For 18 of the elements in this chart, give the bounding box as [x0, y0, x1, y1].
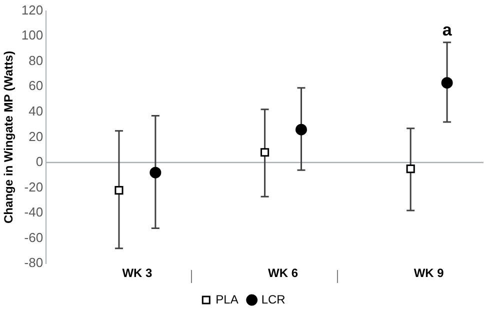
y-tick-label: -40 — [24, 204, 44, 220]
annotation: a — [442, 20, 452, 40]
y-tick-label: 120 — [21, 2, 44, 18]
y-tick-label: -60 — [24, 230, 44, 245]
y-tick-label: 60 — [28, 78, 44, 94]
legend-label: PLA — [216, 292, 238, 306]
legend-label: LCR — [261, 292, 286, 306]
x-tick-label: WK 9 — [414, 266, 444, 280]
y-tick-label: 80 — [28, 52, 44, 68]
y-tick-label: 0 — [36, 154, 44, 170]
y-tick-label: 20 — [28, 128, 44, 144]
y-tick-label: 100 — [21, 28, 44, 43]
y-tick-label: -20 — [24, 179, 44, 194]
x-tick-label: WK 3 — [122, 266, 153, 280]
y-tick-label: -80 — [24, 255, 44, 270]
y-axis-title: Change in Wingate MP (Watts) — [2, 50, 16, 224]
y-tick-label: 40 — [28, 104, 44, 118]
x-tick-label: WK 6 — [268, 266, 298, 280]
